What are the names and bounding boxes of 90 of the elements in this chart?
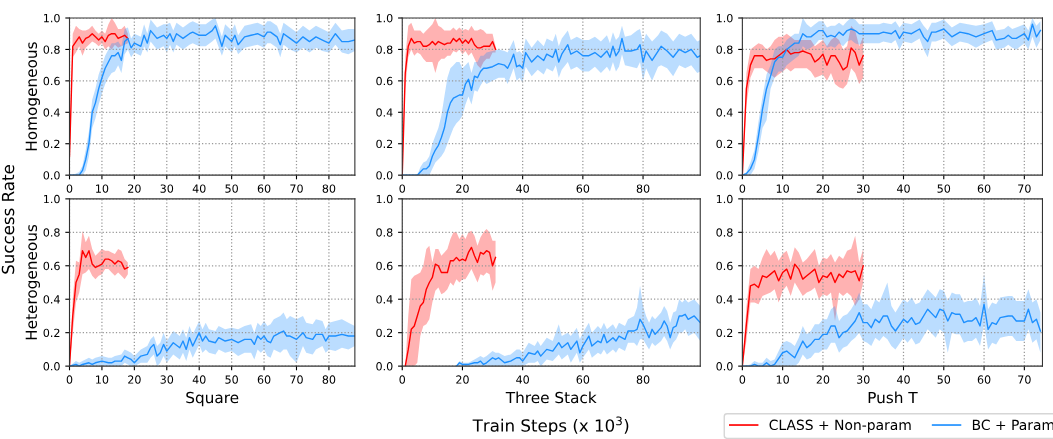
x-tick-label: 80 <box>636 184 650 193</box>
x-tick-label: 0 <box>399 375 406 384</box>
x-tick-label: 60 <box>257 184 271 193</box>
y-tick-label: 1.0 <box>376 194 393 204</box>
x-tick-label: 10 <box>776 375 789 384</box>
y-tick-label: 0.0 <box>716 171 733 180</box>
x-tick-label: 30 <box>160 184 174 193</box>
y-tick-label: 0.0 <box>43 171 60 180</box>
x-tick-label: 40 <box>192 184 206 193</box>
y-tick-label: 0.4 <box>376 108 393 117</box>
x-tick-label: 10 <box>96 375 109 384</box>
x-tick-label: 20 <box>456 375 469 384</box>
line-series <box>455 313 701 367</box>
x-tick-label: 70 <box>1018 375 1031 384</box>
x-tick-label: 30 <box>160 375 174 384</box>
y-tick-label: 0.6 <box>43 76 60 86</box>
x-axis-title: Three Stack <box>505 391 597 404</box>
x-tick-label: 50 <box>225 184 238 193</box>
y-tick-label: 0.6 <box>716 76 733 86</box>
y-tick-label: 0.4 <box>43 295 60 304</box>
y-tick-label: 0.4 <box>376 295 393 304</box>
x-tick-label: 20 <box>128 184 141 193</box>
x-tick-label: 40 <box>896 184 910 193</box>
y-tick-label: 0.2 <box>43 139 60 149</box>
x-tick-label: 10 <box>96 184 109 193</box>
x-tick-label: 20 <box>816 184 830 193</box>
x-tick-label: 30 <box>856 375 870 384</box>
x-tick-label: 70 <box>290 375 303 384</box>
x-tick-label: 0 <box>66 184 73 193</box>
text: Train Steps (x 10$^{3}$) <box>472 416 629 435</box>
y-tick-label: 0.8 <box>376 228 393 237</box>
x-tick-label: 70 <box>290 184 303 193</box>
y-tick-label: 1.0 <box>376 13 393 23</box>
x-tick-label: 0 <box>739 184 746 193</box>
x-tick-label: 60 <box>977 375 991 384</box>
x-tick-label: 20 <box>816 375 830 384</box>
y-tick-label: 0.2 <box>716 328 733 338</box>
y-tick-label: 0.0 <box>376 171 393 180</box>
x-tick-label: 30 <box>856 184 870 193</box>
x-tick-label: 50 <box>225 375 238 384</box>
y-tick-label: 1.0 <box>716 194 733 204</box>
y-tick-label: 1.0 <box>44 13 60 23</box>
y-tick-label: 0.2 <box>376 139 393 149</box>
y-tick-label: 0.6 <box>716 261 733 271</box>
x-tick-label: 0 <box>399 184 406 193</box>
y-tick-label: 0.4 <box>43 108 60 117</box>
y-tick-label: 0.4 <box>716 295 733 304</box>
x-tick-label: 50 <box>937 184 951 193</box>
x-tick-label: 0 <box>66 375 73 384</box>
y-tick-label: 0.8 <box>43 45 60 54</box>
y-tick-label: 0.6 <box>376 76 393 86</box>
x-tick-label: 10 <box>776 184 789 193</box>
y-tick-label: 1.0 <box>716 13 733 23</box>
x-tick-label: 80 <box>636 375 650 384</box>
x-tick-label: 80 <box>322 375 336 384</box>
x-axis-title: Push T <box>868 391 918 404</box>
x-tick-label: 40 <box>192 375 206 384</box>
y-tick-label: 0.2 <box>376 328 393 338</box>
x-tick-label: 60 <box>977 184 991 193</box>
x-tick-label: 70 <box>1018 184 1031 193</box>
text: Success Rate <box>1 165 15 274</box>
y-tick-label: 0.8 <box>716 45 733 54</box>
x-tick-label: 40 <box>896 375 910 384</box>
y-axis-title: Homogeneous <box>25 42 41 151</box>
x-tick-label: 0 <box>739 375 746 384</box>
x-tick-label: 20 <box>456 184 469 193</box>
y-tick-label: 0.2 <box>43 328 60 338</box>
y-tick-label: 1.0 <box>44 194 60 204</box>
y-tick-label: 0.2 <box>716 139 733 149</box>
x-tick-label: 60 <box>576 375 590 384</box>
y-tick-label: 0.0 <box>43 362 60 371</box>
y-tick-label: 0.8 <box>376 45 393 54</box>
x-tick-label: 40 <box>516 375 529 384</box>
x-axis-title: Square <box>186 391 239 407</box>
x-tick-label: 20 <box>128 375 141 384</box>
y-tick-label: 0.4 <box>716 108 733 117</box>
x-tick-label: 50 <box>937 375 951 384</box>
y-axis-title: Heterogeneous <box>25 224 41 340</box>
y-tick-label: 0.8 <box>716 228 733 237</box>
y-tick-label: 0.8 <box>43 228 60 237</box>
y-tick-label: 0.6 <box>376 261 393 271</box>
x-tick-label: 60 <box>576 184 590 193</box>
x-tick-label: 60 <box>257 375 271 384</box>
legend-label: BC + Param <box>972 419 1053 431</box>
y-tick-label: 0.0 <box>376 362 393 371</box>
legend-label: CLASS + Non-param <box>769 419 911 433</box>
x-tick-label: 40 <box>516 184 529 193</box>
x-tick-label: 80 <box>322 184 336 193</box>
y-tick-label: 0.6 <box>43 261 60 271</box>
y-tick-label: 0.0 <box>716 362 733 371</box>
